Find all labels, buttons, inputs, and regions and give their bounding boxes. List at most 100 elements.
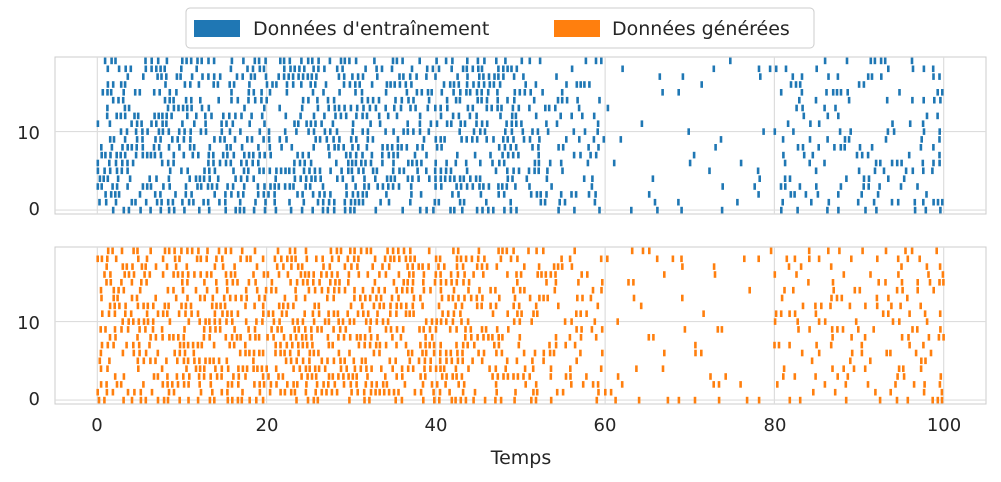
spike-mark: [150, 120, 153, 127]
spike-mark: [938, 263, 942, 270]
spike-mark: [313, 302, 316, 310]
spike-mark: [119, 151, 122, 159]
spike-mark: [720, 206, 724, 214]
spike-mark: [205, 286, 209, 294]
spike-mark: [464, 159, 468, 167]
spike-mark: [339, 247, 343, 255]
spike-mark: [317, 57, 320, 65]
spike-mark: [815, 183, 818, 190]
spike-mark: [160, 73, 163, 80]
spike-mark: [561, 388, 565, 396]
spike-mark: [106, 247, 110, 255]
spike-mark: [651, 175, 655, 182]
spike-mark: [107, 310, 111, 317]
spike-mark: [724, 373, 727, 380]
spike-mark: [104, 191, 107, 198]
spike-mark: [137, 341, 141, 349]
spike-mark: [857, 167, 861, 175]
spike-mark: [936, 198, 940, 206]
spike-mark: [350, 167, 354, 175]
spike-mark: [380, 365, 383, 372]
spike-mark: [122, 373, 126, 380]
spike-mark: [798, 396, 802, 404]
spike-mark: [402, 128, 405, 135]
spike-mark: [148, 341, 151, 349]
spikes-generated: [96, 247, 945, 404]
spike-mark: [587, 144, 590, 151]
spike-mark: [239, 255, 242, 263]
spike-mark: [434, 175, 437, 182]
spike-mark: [542, 247, 545, 255]
spike-mark: [348, 334, 352, 341]
spike-mark: [161, 310, 165, 317]
spike-mark: [323, 128, 327, 135]
spike-mark: [716, 326, 720, 333]
spike-mark: [524, 81, 527, 88]
spike-mark: [177, 104, 180, 112]
spike-mark: [333, 286, 336, 294]
spike-mark: [773, 128, 777, 135]
spike-mark: [115, 381, 119, 388]
spike-mark: [297, 326, 301, 333]
spike-mark: [454, 159, 458, 167]
spike-mark: [132, 341, 135, 349]
spike-mark: [366, 96, 370, 104]
spike-mark: [422, 136, 426, 143]
spike-mark: [387, 183, 390, 190]
spike-mark: [230, 310, 233, 317]
spike-mark: [260, 89, 263, 96]
spike-mark: [240, 247, 244, 255]
spike-mark: [274, 365, 278, 372]
spike-mark: [367, 183, 371, 190]
spike-mark: [401, 286, 404, 294]
spike-mark: [127, 271, 131, 278]
spike-mark: [161, 112, 164, 120]
spike-mark: [325, 388, 328, 396]
spike-mark: [916, 279, 919, 286]
spike-mark: [297, 120, 300, 127]
spike-mark: [360, 302, 364, 310]
spike-mark: [296, 381, 299, 388]
spike-mark: [327, 318, 331, 325]
spike-mark: [606, 104, 610, 112]
spike-mark: [425, 206, 428, 214]
spike-mark: [369, 318, 372, 325]
spike-mark: [857, 81, 861, 88]
spike-mark: [130, 120, 133, 127]
spike-mark: [284, 112, 288, 120]
spike-mark: [288, 198, 291, 206]
spike-mark: [774, 65, 778, 73]
spike-mark: [138, 191, 142, 198]
spike-mark: [185, 263, 189, 270]
spike-mark: [333, 144, 336, 151]
spike-mark: [469, 326, 473, 333]
spike-mark: [542, 357, 545, 365]
spike-mark: [323, 365, 327, 372]
spike-mark: [907, 334, 910, 341]
x-axis: 0 20 40 60 80 100 Temps: [91, 415, 961, 469]
spike-mark: [201, 73, 204, 80]
spike-mark: [276, 326, 279, 333]
spike-mark: [556, 96, 560, 104]
spike-mark: [589, 151, 592, 159]
spike-mark: [570, 112, 573, 120]
spike-mark: [463, 120, 467, 127]
spike-mark: [406, 263, 409, 270]
spike-mark: [680, 255, 683, 263]
spike-mark: [146, 318, 150, 325]
spike-mark: [160, 198, 163, 206]
spike-mark: [391, 365, 394, 372]
spike-mark: [652, 334, 655, 341]
spike-mark: [823, 57, 827, 65]
spike-mark: [96, 255, 99, 263]
spike-mark: [465, 89, 468, 96]
spike-mark: [841, 326, 845, 333]
spike-mark: [150, 388, 154, 396]
spike-mark: [156, 57, 160, 65]
spike-mark: [171, 198, 175, 206]
spike-mark: [425, 151, 428, 159]
spike-mark: [131, 159, 135, 167]
spike-mark: [305, 120, 308, 127]
spike-mark: [565, 81, 568, 88]
spike-mark: [127, 318, 130, 325]
